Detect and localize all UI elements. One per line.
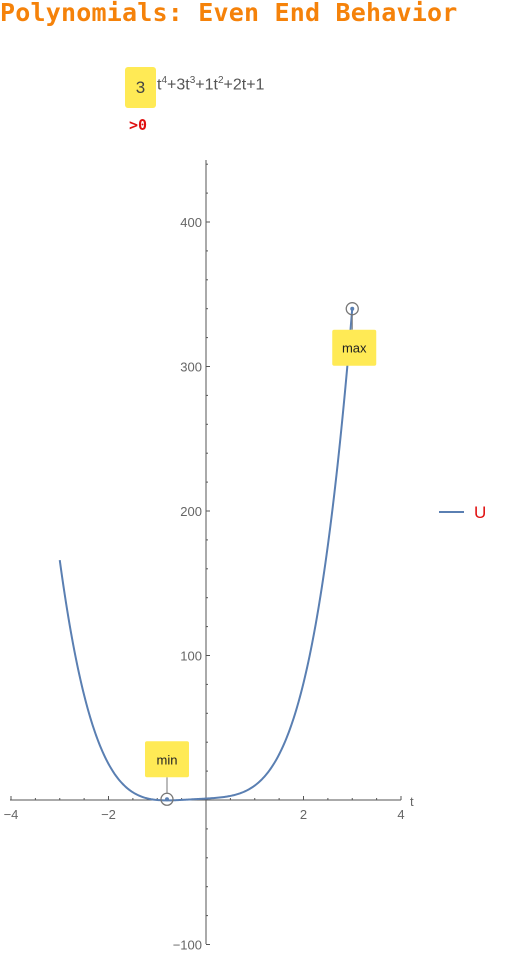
x-tick-label: 2 xyxy=(300,807,307,822)
poly-term-2: +3t xyxy=(167,76,190,94)
legend-label: U xyxy=(474,503,486,522)
annotation-box xyxy=(332,329,377,366)
annotation-layer: min max xyxy=(145,302,377,806)
sign-condition-label: >0 xyxy=(129,116,148,134)
poly-term-1: t xyxy=(157,76,162,94)
annotation-point xyxy=(165,797,169,802)
leading-coefficient-input[interactable]: 3 xyxy=(125,67,156,108)
poly-exp-2: 3 xyxy=(189,75,196,86)
curve-layer xyxy=(58,308,354,802)
poly-term-4: +2t+1 xyxy=(223,76,265,94)
annotation-label: max xyxy=(342,341,367,356)
page-title: Polynomials: Even End Behavior xyxy=(0,0,458,27)
annotation-min: min xyxy=(145,741,189,806)
series-line-u xyxy=(58,308,354,802)
chart-axes: −4 −2 2 4 −100 100 200 300 400 t xyxy=(4,160,414,953)
polynomial-expression: t4+3t3+1t2+2t+1 xyxy=(157,75,264,94)
annotation-box xyxy=(145,741,189,778)
y-tick-label: −100 xyxy=(173,938,202,953)
y-tick-label: 100 xyxy=(180,649,202,664)
poly-exp-1: 4 xyxy=(161,75,168,86)
poly-term-3: +1t xyxy=(195,76,218,94)
annotation-point xyxy=(350,306,355,311)
x-axis-label: t xyxy=(410,794,414,809)
chart-legend: U xyxy=(439,503,486,522)
y-tick-label: 300 xyxy=(180,360,202,375)
y-tick-label: 400 xyxy=(180,215,202,230)
x-tick-label: −2 xyxy=(101,807,116,822)
x-tick-label: 4 xyxy=(397,807,404,822)
annotation-label: min xyxy=(157,752,178,767)
annotation-max: max xyxy=(332,302,377,366)
x-tick-label: −4 xyxy=(4,807,19,822)
y-tick-label: 200 xyxy=(180,504,202,519)
poly-exp-3: 2 xyxy=(217,75,224,86)
